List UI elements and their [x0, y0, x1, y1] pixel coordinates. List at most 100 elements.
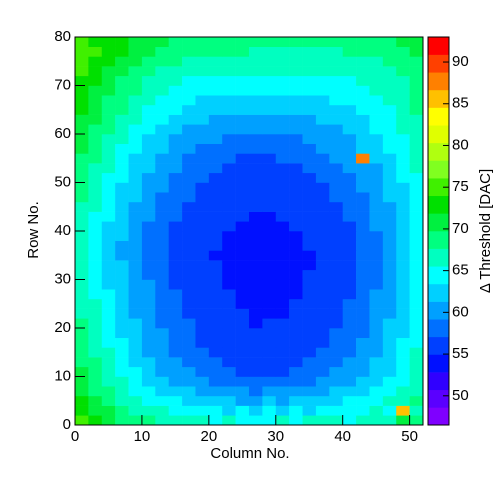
heatmap-cell — [409, 192, 424, 203]
heatmap-cell — [342, 231, 357, 241]
heatmap-cell — [115, 240, 129, 251]
heatmap-cell — [168, 328, 183, 338]
heatmap-cell — [369, 260, 384, 271]
heatmap-cell — [382, 231, 397, 241]
heatmap-cell — [329, 163, 343, 174]
heatmap-cell — [409, 357, 424, 368]
heatmap-cell — [115, 37, 129, 47]
heatmap-cell — [396, 279, 410, 290]
heatmap-cell — [289, 240, 303, 251]
heatmap-cell — [289, 347, 303, 358]
heatmap-cell — [115, 347, 129, 358]
heatmap-cell — [302, 240, 317, 251]
heatmap-cell — [75, 357, 89, 368]
heatmap-cell — [329, 114, 343, 125]
heatmap-cell — [208, 376, 223, 387]
heatmap-cell — [315, 46, 330, 57]
colorbar-band — [428, 231, 449, 249]
heatmap-cell — [88, 172, 103, 183]
heatmap-cell — [396, 95, 410, 106]
heatmap-cell — [315, 85, 330, 96]
heatmap-cell — [128, 240, 143, 251]
heatmap-cell — [289, 211, 303, 222]
heatmap-cell — [88, 250, 103, 261]
heatmap-cell — [141, 104, 156, 115]
heatmap-cell — [302, 95, 317, 106]
heatmap-cell — [262, 289, 277, 300]
heatmap-cell — [342, 85, 357, 96]
heatmap-cell — [396, 114, 410, 125]
x-tick-label: 40 — [334, 428, 351, 445]
heatmap-cell — [182, 124, 196, 135]
heatmap-cell — [115, 56, 129, 67]
heatmap-cell — [75, 143, 89, 154]
heatmap-cell — [182, 201, 196, 212]
heatmap-cell — [396, 163, 410, 174]
heatmap-cell — [168, 124, 183, 135]
heatmap-cell — [88, 163, 103, 174]
heatmap-cell — [168, 347, 183, 358]
heatmap-cell — [235, 56, 250, 67]
heatmap-cell — [409, 231, 424, 241]
heatmap-cell — [382, 260, 397, 271]
heatmap-cell — [88, 153, 103, 164]
heatmap-cell — [315, 337, 330, 348]
heatmap-cell — [101, 415, 116, 426]
heatmap-cell — [329, 221, 343, 232]
heatmap-cell — [302, 328, 317, 338]
heatmap-cell — [101, 104, 116, 115]
heatmap-cell — [115, 143, 129, 154]
heatmap-cell — [329, 260, 343, 271]
heatmap-cell — [128, 328, 143, 338]
heatmap-cell — [141, 172, 156, 183]
heatmap-cell — [208, 240, 223, 251]
heatmap-cell — [168, 75, 183, 86]
heatmap-cell — [75, 231, 89, 241]
heatmap-cell — [262, 95, 277, 106]
heatmap-cell — [75, 405, 89, 416]
heatmap-cell — [141, 376, 156, 387]
heatmap-cell — [141, 66, 156, 77]
colorbar-band — [428, 372, 449, 391]
heatmap-cell — [409, 386, 424, 397]
heatmap-cell — [155, 163, 169, 174]
heatmap-cell — [208, 308, 223, 319]
heatmap-cell — [75, 318, 89, 329]
heatmap-cell — [315, 347, 330, 358]
heatmap-cell — [155, 308, 169, 319]
heatmap-cell — [208, 337, 223, 348]
heatmap-cell — [182, 85, 196, 96]
y-tick-label: 70 — [54, 76, 71, 93]
heatmap-cell — [396, 405, 410, 416]
heatmap-cell — [75, 172, 89, 183]
heatmap-cell — [342, 298, 357, 309]
heatmap-cell — [369, 114, 384, 125]
heatmap-cell — [101, 172, 116, 183]
heatmap-cell — [302, 124, 317, 135]
heatmap-cell — [302, 366, 317, 377]
heatmap-cell — [369, 104, 384, 115]
heatmap-cell — [235, 240, 250, 251]
heatmap-cell — [342, 395, 357, 406]
heatmap-cell — [315, 328, 330, 338]
heatmap-cell — [141, 95, 156, 106]
heatmap-cell — [155, 405, 169, 416]
heatmap-cell — [289, 95, 303, 106]
heatmap-cell — [262, 114, 277, 125]
heatmap-cell — [222, 124, 236, 135]
heatmap-cell — [235, 163, 250, 174]
heatmap-cell — [75, 269, 89, 280]
heatmap-cell — [396, 231, 410, 241]
heatmap-cell — [235, 308, 250, 319]
heatmap-cell — [222, 366, 236, 377]
heatmap-cell — [382, 221, 397, 232]
heatmap-cell — [342, 308, 357, 319]
x-tick-label: 30 — [267, 428, 284, 445]
colorbar-band — [428, 283, 449, 302]
heatmap-cell — [182, 318, 196, 329]
heatmap-cell — [128, 153, 143, 164]
heatmap-cell — [329, 395, 343, 406]
heatmap-cell — [235, 201, 250, 212]
heatmap-cell — [168, 85, 183, 96]
heatmap-cell — [128, 260, 143, 271]
